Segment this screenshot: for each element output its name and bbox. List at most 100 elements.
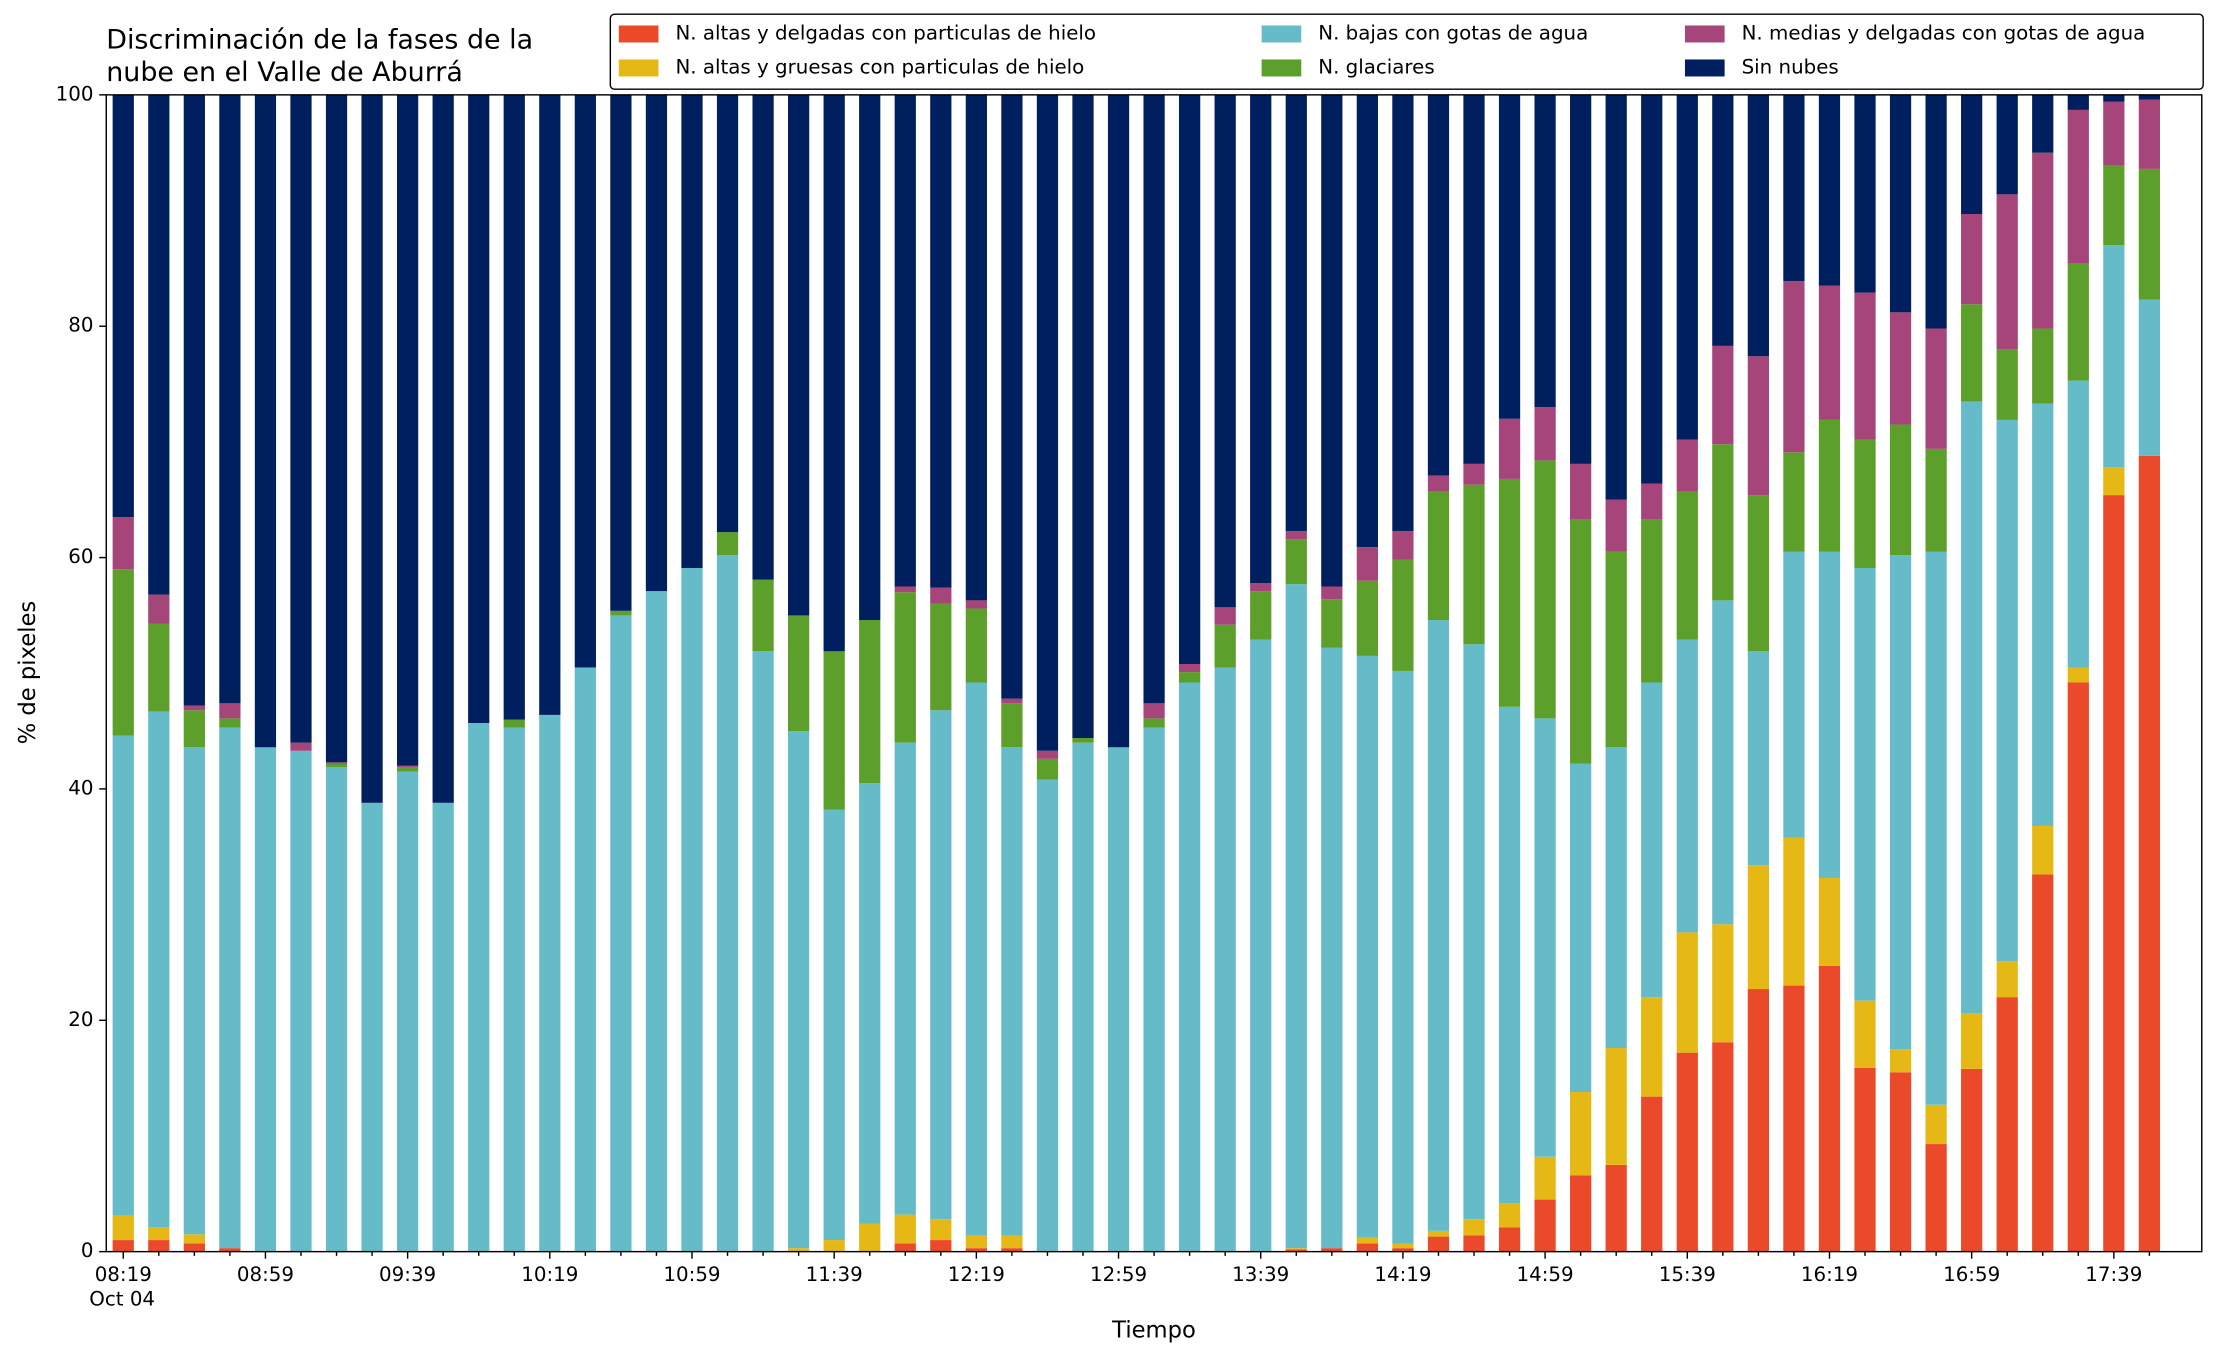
bar-segment: [468, 722, 490, 1252]
bar-segment: [2138, 299, 2161, 456]
bar-segment: [823, 1240, 845, 1252]
bar-segment: [1925, 551, 1947, 1105]
bar-segment: [1427, 1236, 1450, 1252]
bar-segment: [1641, 483, 1663, 520]
bar-segment: [2032, 94, 2054, 153]
bar-segment: [1783, 985, 1805, 1252]
bar-segment: [859, 620, 881, 784]
bar-segment: [716, 94, 739, 533]
bar-segment: [788, 1248, 810, 1252]
bar-segment: [1712, 1042, 1734, 1252]
bar-segment: [1463, 94, 1485, 464]
bar-segment: [503, 94, 525, 720]
bar-segment: [397, 766, 419, 772]
x-tick-label: 11:39: [806, 1263, 863, 1286]
x-tick-label: 13:39: [1232, 1263, 1289, 1286]
bar-segment: [1747, 495, 1769, 652]
bar-segment: [1036, 94, 1059, 751]
bar-segment: [2032, 152, 2054, 329]
bar-segment: [610, 615, 632, 1252]
bar-segment: [1179, 672, 1201, 683]
bar-segment: [325, 766, 348, 1252]
bar-segment: [219, 727, 241, 1249]
bar-segment: [1463, 1235, 1485, 1252]
bar-segment: [1498, 1203, 1521, 1228]
x-tick-label: 10:19: [521, 1263, 578, 1286]
bar-segment: [1463, 463, 1485, 485]
bar-segment: [112, 1215, 134, 1241]
bar-segment: [1356, 580, 1378, 656]
y-tick-label: 0: [81, 1239, 94, 1262]
bar-segment: [823, 94, 845, 652]
bar-segment: [1392, 1248, 1414, 1252]
x-tick-label: 17:39: [2085, 1263, 2142, 1286]
bar-segment: [1143, 718, 1165, 728]
chart-title: nube en el Valle de Aburrá: [106, 57, 463, 88]
bar-segment: [1250, 94, 1272, 584]
bar-segment: [1676, 439, 1698, 492]
bar-segment: [1570, 94, 1592, 464]
bar-segment: [1534, 460, 1556, 719]
x-tick-label: 12:59: [1090, 1263, 1147, 1286]
bar-segment: [1783, 837, 1805, 986]
bar-segment: [1321, 1248, 1343, 1252]
bar-segment: [1143, 727, 1165, 1252]
bar-segment: [1605, 94, 1627, 500]
bar-segment: [574, 667, 596, 1252]
bar-segment: [1996, 997, 2018, 1252]
bar-segment: [645, 591, 668, 1252]
y-tick-label: 40: [68, 776, 93, 799]
bar-segment: [1961, 214, 1983, 305]
bar-segment: [1427, 1230, 1450, 1237]
bar-segment: [1179, 94, 1201, 664]
bar-segment: [1392, 670, 1414, 1244]
bar-segment: [183, 94, 205, 706]
bar-segment: [752, 579, 774, 652]
x-tick-label: 09:39: [379, 1263, 436, 1286]
bar-segment: [645, 94, 668, 592]
bar-segment: [1285, 584, 1307, 1249]
bar-segment: [325, 94, 348, 763]
bar-segment: [219, 94, 241, 704]
bar-segment: [2032, 328, 2054, 404]
bar-segment: [930, 587, 952, 604]
bar-segment: [1605, 1164, 1627, 1252]
bar-segment: [1783, 452, 1805, 552]
bar-segment: [1747, 94, 1769, 357]
bar-segment: [432, 802, 454, 1252]
bar-segment: [254, 747, 277, 1252]
bar-segment: [2103, 94, 2125, 102]
bar-segment: [1854, 439, 1876, 568]
date-label: Oct 04: [89, 1287, 155, 1310]
bar-segment: [539, 714, 561, 1252]
bar-segment: [1072, 94, 1094, 739]
bar-segment: [1072, 738, 1094, 743]
bar-segment: [1818, 94, 1841, 286]
x-tick-label: 12:19: [948, 1263, 1005, 1286]
bar-segment: [716, 532, 739, 556]
bar-segment: [1676, 94, 1698, 440]
bar-segment: [1285, 94, 1307, 531]
bar-segment: [183, 705, 205, 711]
bar-segment: [1285, 530, 1307, 540]
bar-segment: [2067, 380, 2089, 668]
bar-segment: [2103, 495, 2125, 1252]
bar-segment: [1392, 530, 1414, 560]
bar-segment: [1321, 647, 1343, 1249]
legend-swatch: [1684, 25, 1725, 43]
bar-segment: [1961, 94, 1983, 215]
bar-segment: [290, 742, 312, 751]
bar-segment: [361, 94, 383, 803]
x-tick-label: 10:59: [663, 1263, 720, 1286]
bar-segment: [1854, 292, 1876, 440]
bar-segment: [2067, 263, 2089, 381]
bar-segment: [112, 735, 134, 1216]
bar-segment: [432, 94, 454, 803]
bar-segment: [1961, 1068, 1983, 1252]
bar-segment: [148, 1227, 170, 1241]
bar-segment: [1001, 94, 1023, 699]
bar-segment: [894, 592, 916, 743]
bar-segment: [112, 1240, 134, 1252]
bar-segment: [1889, 555, 1912, 1050]
